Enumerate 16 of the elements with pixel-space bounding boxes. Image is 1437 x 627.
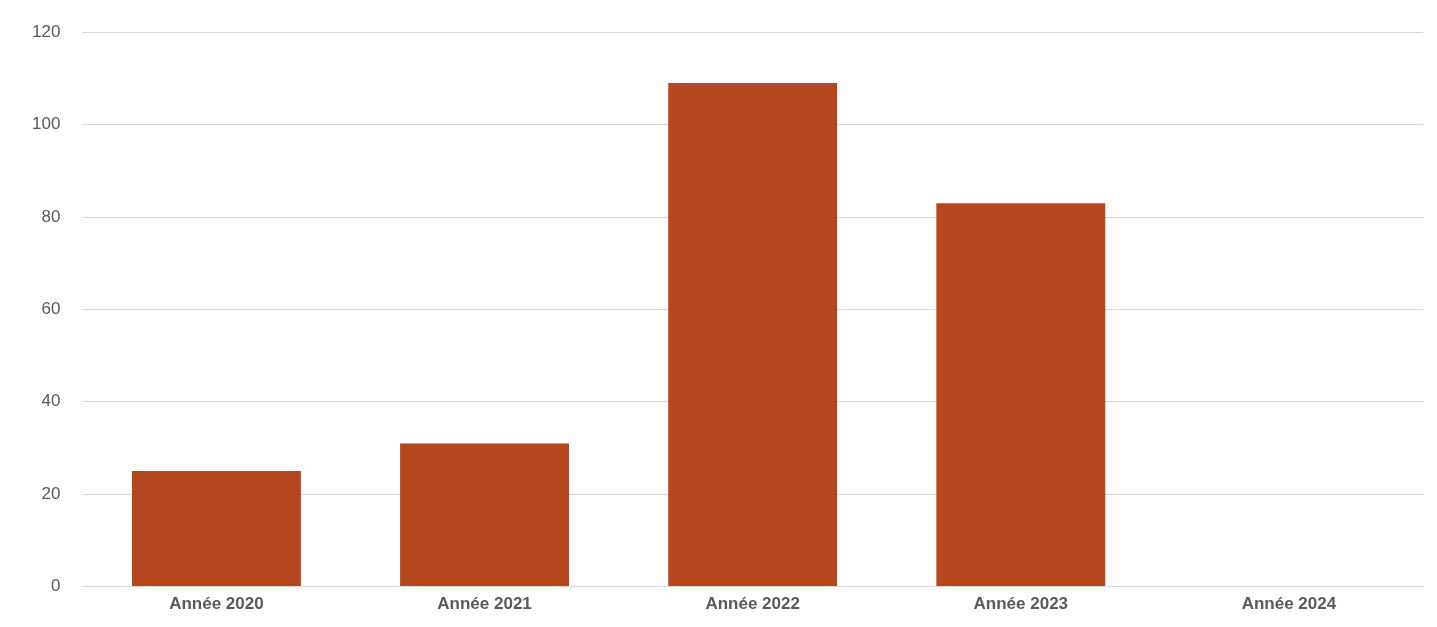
- bar: [400, 443, 570, 587]
- bar: [131, 471, 301, 587]
- y-tick-label: 100: [31, 114, 61, 134]
- y-tick-label: 40: [41, 391, 61, 411]
- x-tick-label: Année 2023: [973, 594, 1069, 614]
- bar: [936, 203, 1106, 587]
- x-tick-label: Année 2020: [169, 594, 264, 614]
- x-tick-label: Année 2024: [1241, 594, 1337, 614]
- bar: [668, 83, 838, 587]
- x-tick-label: Année 2022: [705, 594, 800, 614]
- y-tick-label: 80: [41, 206, 61, 226]
- x-tick-label: Année 2021: [437, 594, 532, 614]
- y-tick-label: 60: [41, 299, 61, 319]
- y-tick-label: 0: [50, 576, 61, 596]
- y-tick-label: 120: [31, 21, 61, 41]
- y-tick-label: 20: [41, 483, 61, 503]
